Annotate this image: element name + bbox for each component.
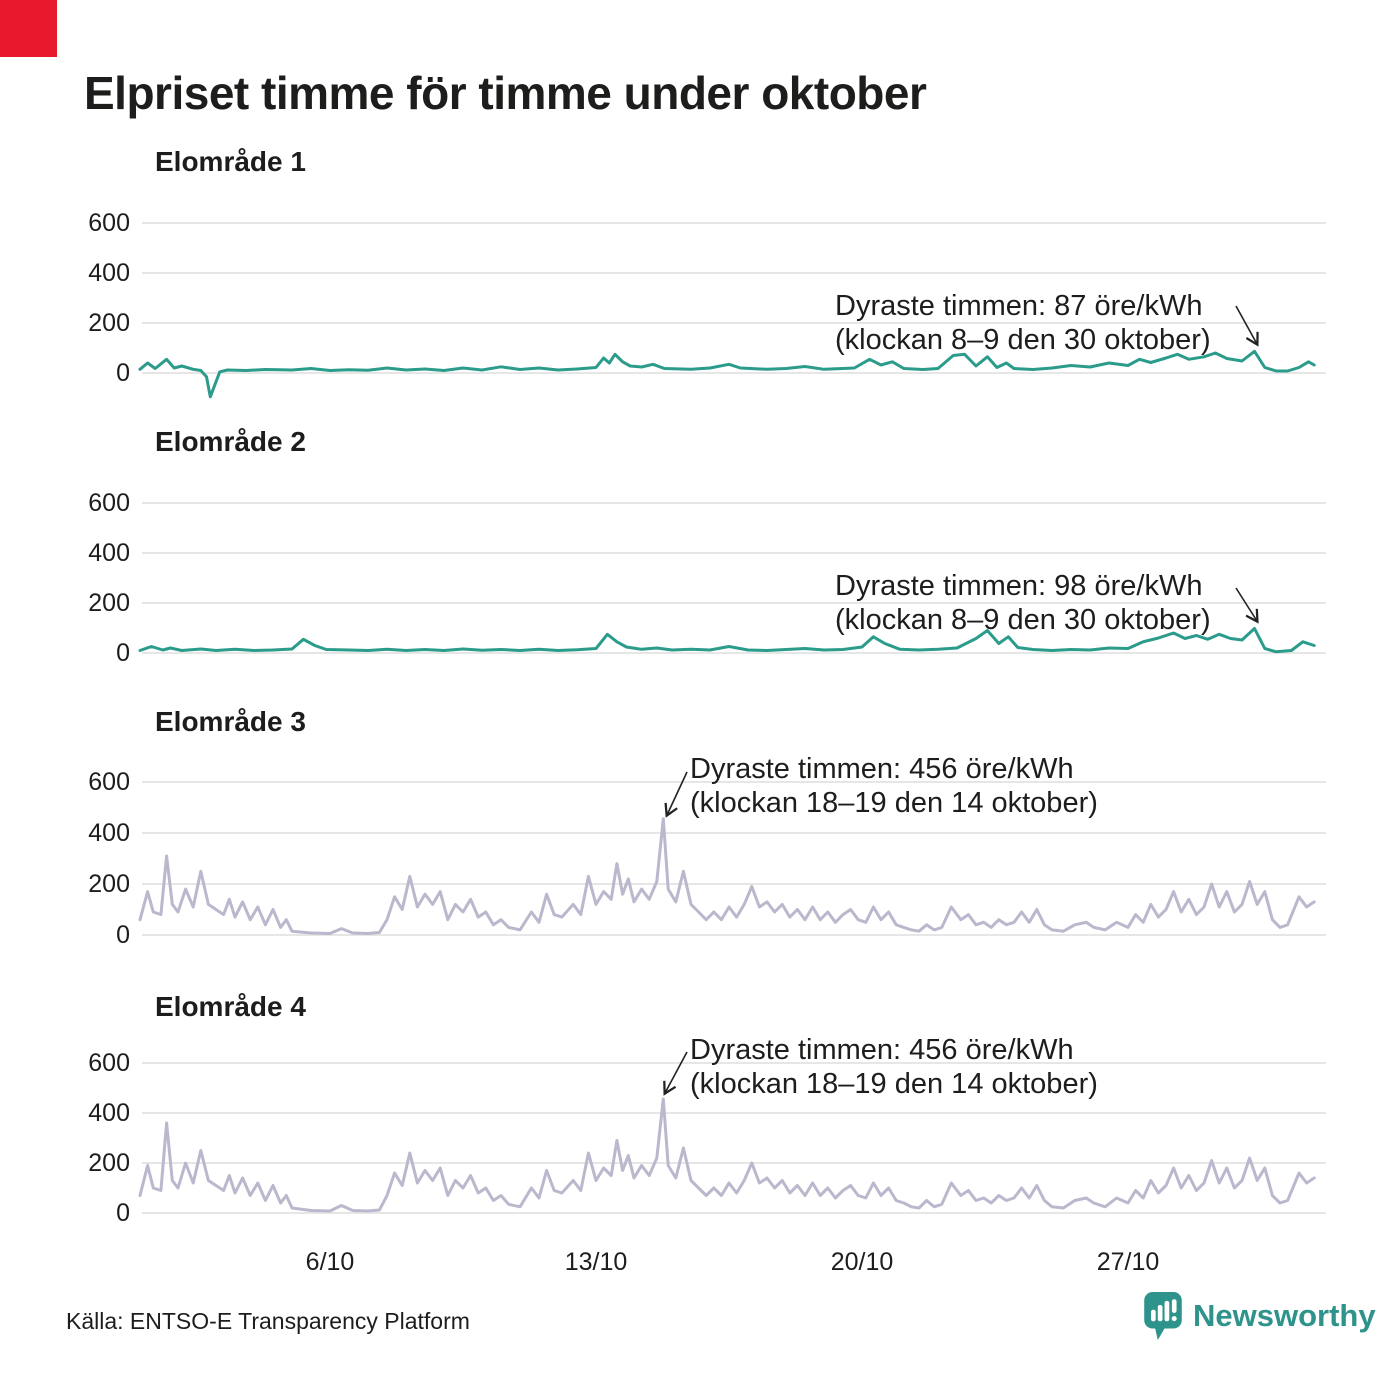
y-tick-label: 400 (88, 539, 130, 567)
annotation-line1: Dyraste timmen: 87 öre/kWh (835, 290, 1203, 322)
y-tick-label: 400 (88, 259, 130, 287)
annotation-line1: Dyraste timmen: 456 öre/kWh (690, 1034, 1074, 1066)
annotation-max-price-4: Dyraste timmen: 456 öre/kWh (klockan 18–… (690, 1033, 1098, 1101)
y-tick-label: 400 (88, 819, 130, 847)
page-title: Elpriset timme för timme under oktober (84, 67, 927, 119)
annotation-line2: (klockan 18–19 den 14 oktober) (690, 787, 1098, 819)
y-tick-label: 600 (88, 489, 130, 517)
recording-marker (0, 0, 57, 57)
y-tick-label: 0 (116, 639, 130, 667)
annotation-line1: Dyraste timmen: 98 öre/kWh (835, 570, 1203, 602)
y-tick-label: 600 (88, 209, 130, 237)
x-axis-label: 27/10 (1096, 1248, 1160, 1276)
y-tick-label: 0 (116, 921, 130, 949)
y-tick-label: 200 (88, 870, 130, 898)
y-tick-label: 200 (88, 309, 130, 337)
source-credit: Källa: ENTSO-E Transparency Platform (66, 1308, 470, 1334)
annotation-line1: Dyraste timmen: 456 öre/kWh (690, 753, 1074, 785)
y-tick-label: 400 (88, 1099, 130, 1127)
annotation-line2: (klockan 8–9 den 30 oktober) (835, 604, 1211, 636)
x-axis-label: 6/10 (305, 1248, 355, 1276)
x-axis-label: 20/10 (830, 1248, 894, 1276)
brand-name: Newsworthy (1193, 1298, 1376, 1333)
x-axis-label: 13/10 (564, 1248, 628, 1276)
annotation-line2: (klockan 8–9 den 30 oktober) (835, 324, 1211, 356)
panel-title-elomrade-3: Elområde 3 (155, 706, 306, 737)
panel-title-elomrade-4: Elområde 4 (155, 991, 306, 1022)
annotation-max-price-2: Dyraste timmen: 98 öre/kWh (klockan 8–9 … (835, 569, 1211, 637)
newsworthy-pin-barchart-icon (1144, 1292, 1182, 1340)
y-tick-label: 600 (88, 1049, 130, 1077)
y-tick-label: 200 (88, 1149, 130, 1177)
annotation-max-price-3: Dyraste timmen: 456 öre/kWh (klockan 18–… (690, 752, 1098, 820)
annotation-line2: (klockan 18–19 den 14 oktober) (690, 1068, 1098, 1100)
annotation-max-price-1: Dyraste timmen: 87 öre/kWh (klockan 8–9 … (835, 289, 1211, 357)
y-tick-label: 0 (116, 359, 130, 387)
y-tick-label: 0 (116, 1199, 130, 1227)
panel-title-elomrade-1: Elområde 1 (155, 146, 306, 177)
y-tick-label: 600 (88, 768, 130, 796)
panel-title-elomrade-2: Elområde 2 (155, 426, 306, 457)
newsworthy-logo: Newsworthy (1144, 1292, 1376, 1340)
y-tick-label: 200 (88, 589, 130, 617)
